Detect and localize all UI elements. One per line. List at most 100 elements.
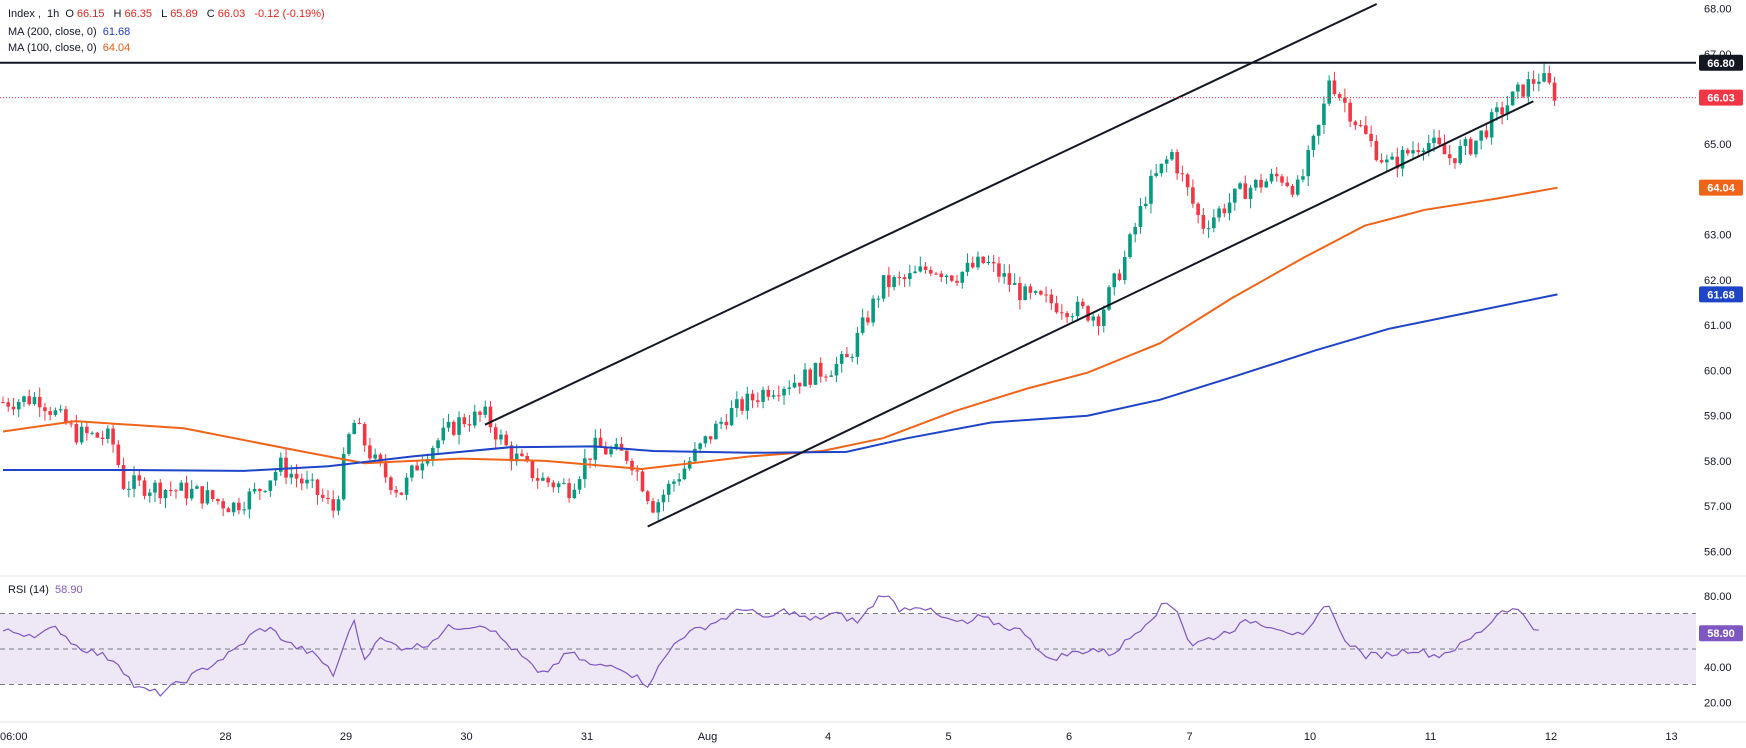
candle-body — [1070, 316, 1075, 318]
candle-body — [158, 482, 163, 499]
price-pane[interactable] — [0, 3, 1696, 528]
candle-body — [1081, 301, 1085, 307]
candle-body — [729, 407, 734, 426]
candle-body — [163, 489, 168, 499]
candle-body — [761, 389, 765, 402]
candle-body — [1143, 203, 1148, 207]
candle-body — [1054, 303, 1059, 313]
candle-body — [1390, 156, 1394, 160]
price-tick-label: 56.00 — [1704, 546, 1732, 558]
rsi-line — [2, 595, 1539, 697]
candle-body — [1547, 73, 1552, 83]
candle-body — [247, 491, 252, 510]
time-tick-label: 30 — [460, 731, 472, 743]
candle-body — [1353, 121, 1358, 126]
ma200-label: MA (200, close, 0) — [8, 26, 97, 38]
candle-body — [824, 376, 828, 378]
candle-body — [446, 421, 451, 428]
candle-body — [451, 421, 456, 435]
candle-body — [1206, 228, 1211, 230]
candle-body — [672, 481, 676, 484]
candle-body — [604, 447, 608, 455]
candle-body — [425, 458, 430, 464]
candle-body — [997, 263, 1001, 277]
candle-body — [624, 450, 629, 461]
ma100-badge-label: 64.04 — [1707, 183, 1735, 195]
candle-body — [341, 453, 346, 500]
candle-body — [1306, 150, 1310, 177]
candle-body — [357, 422, 362, 424]
close-label: C — [206, 8, 215, 20]
candle-body — [1416, 150, 1421, 153]
candle-body — [1159, 163, 1164, 174]
candle-body — [839, 354, 844, 364]
candle-body — [808, 369, 813, 385]
candle-body — [499, 434, 503, 440]
time-tick-label: 5 — [945, 731, 951, 743]
ohlc-legend: Index, 1h O 66.15 H 66.35 L 65.89 C 66.03 -0… — [8, 8, 325, 20]
candle-body — [944, 275, 949, 278]
candle-body — [457, 417, 461, 435]
channel-upper-line[interactable] — [484, 3, 1378, 426]
candle-body — [79, 426, 84, 443]
candle-body — [1259, 179, 1263, 188]
candle-body — [1233, 188, 1237, 203]
candle-body — [1212, 217, 1216, 229]
candle-body — [1301, 176, 1305, 180]
candle-body — [6, 402, 11, 407]
candle-body — [132, 475, 136, 489]
price-tick-label: 63.00 — [1704, 230, 1732, 242]
candle-body — [949, 275, 954, 281]
candle-body — [1191, 187, 1195, 204]
candle-body — [829, 375, 833, 377]
candle-body — [866, 317, 870, 323]
rsi-tick-label: 40.00 — [1704, 662, 1732, 674]
candle-body — [661, 494, 666, 503]
candle-body — [1117, 273, 1122, 281]
candle-body — [1217, 208, 1221, 218]
candle-body — [562, 483, 566, 485]
candle-body — [535, 478, 540, 481]
rsi-label: RSI (14) — [8, 584, 49, 596]
candle-body — [598, 437, 603, 448]
candle-body — [27, 396, 32, 405]
ma200-line — [3, 293, 1558, 472]
candle-body — [509, 445, 514, 462]
candle-body — [588, 458, 592, 460]
candle-body — [431, 447, 435, 459]
candle-body — [1180, 173, 1185, 175]
candle-body — [813, 362, 818, 385]
candle-body — [1149, 175, 1153, 204]
time-tick-label: Aug — [698, 731, 718, 743]
candle-body — [520, 453, 524, 457]
candle-body — [352, 422, 356, 435]
candle-body — [1537, 81, 1541, 84]
candle-body — [368, 445, 372, 459]
candle-body — [1, 402, 5, 404]
candle-body — [1405, 149, 1410, 154]
high-label: H — [113, 8, 122, 20]
candle-body — [1400, 149, 1405, 169]
candle-body — [682, 468, 687, 480]
resistance-badge — [1699, 54, 1743, 71]
candle-body — [1379, 160, 1384, 163]
candle-body — [488, 406, 493, 428]
candle-body — [1521, 84, 1525, 97]
candle-body — [514, 453, 519, 462]
candle-body — [551, 482, 556, 488]
candle-body — [168, 489, 173, 491]
candle-body — [472, 411, 477, 426]
ma100-value: 64.04 — [102, 42, 131, 54]
close-value: 66.03 — [217, 8, 246, 20]
candle-body — [640, 471, 645, 492]
channel-lower-line[interactable] — [647, 100, 1534, 528]
candle-body — [493, 427, 498, 440]
candle-body — [766, 389, 771, 397]
candle-body — [64, 409, 68, 424]
candle-body — [258, 488, 262, 492]
candle-body — [970, 262, 975, 268]
candle-body — [226, 508, 231, 513]
candle-body — [347, 434, 351, 454]
rsi-pane[interactable] — [0, 595, 1696, 697]
